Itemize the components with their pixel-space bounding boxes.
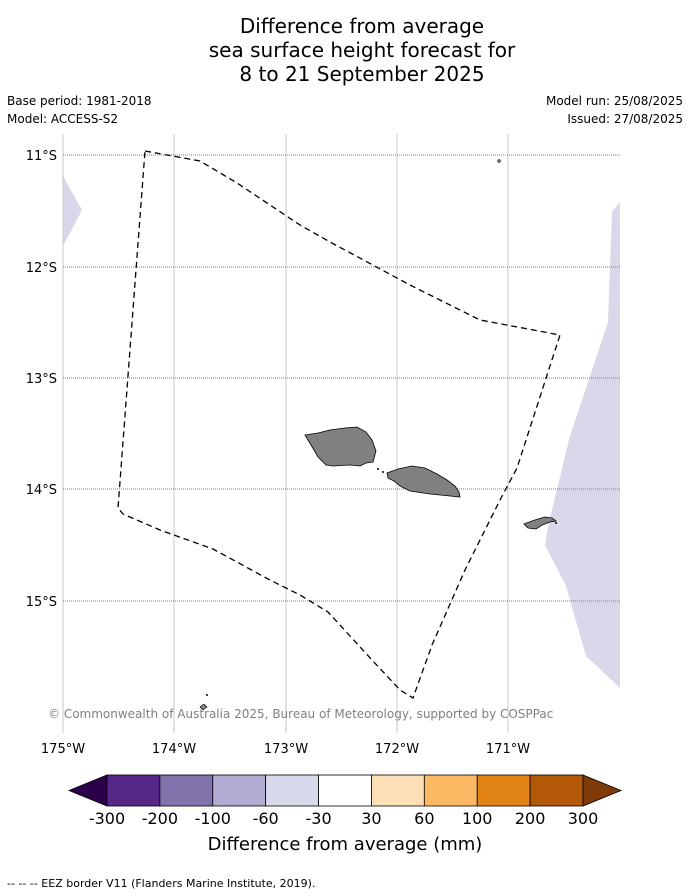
colorbar <box>67 774 623 807</box>
colorbar-tick-label: 100 <box>462 809 493 828</box>
colorbar-tick-label: -200 <box>142 809 178 828</box>
colorbar-segment <box>371 774 425 807</box>
colorbar-tick-label: 300 <box>568 809 599 828</box>
map-title: Difference from average sea surface heig… <box>0 14 690 86</box>
base-period: Base period: 1981-2018 <box>7 94 152 108</box>
lat-label: 11°S <box>26 149 57 164</box>
colorbar-labels: -300 -200 -100 -60 -30 30 60 100 200 300 <box>89 809 598 828</box>
anomaly-patch-east <box>545 202 620 688</box>
colorbar-tick-label: -100 <box>195 809 231 828</box>
colorbar-segment <box>423 774 478 807</box>
lon-gridlines <box>62 134 509 733</box>
lon-label: 171°W <box>486 742 530 757</box>
issued-date: Issued: 27/08/2025 <box>567 112 683 126</box>
lat-label: 14°S <box>26 483 57 498</box>
lat-label: 12°S <box>26 261 57 276</box>
niuafoou-islet <box>199 703 208 711</box>
model-run: Model run: 25/08/2025 <box>545 94 683 108</box>
lat-label: 13°S <box>26 372 57 387</box>
colorbar-segment <box>529 774 584 807</box>
colorbar-segment <box>212 774 267 807</box>
colorbar-tick-label: -300 <box>89 809 125 828</box>
eez-border <box>117 150 561 699</box>
colorbar-tick-label: 60 <box>414 809 434 828</box>
lon-label: 175°W <box>41 742 85 757</box>
savaii-island <box>304 426 377 467</box>
title-line-2: sea surface height forecast for <box>208 38 516 62</box>
tutuila-island <box>523 516 557 530</box>
colorbar-segment <box>106 774 161 807</box>
colorbar-segment <box>318 774 372 807</box>
eez-footnote: -- -- -- EEZ border V11 (Flanders Marine… <box>7 877 316 890</box>
manono-islet <box>382 471 384 473</box>
colorbar-arrow-low <box>67 774 108 807</box>
title-line-3: 8 to 21 September 2025 <box>239 62 485 86</box>
lat-label: 15°S <box>26 595 57 610</box>
colorbar-title: Difference from average (mm) <box>208 834 483 855</box>
model-name: Model: ACCESS-S2 <box>7 112 119 126</box>
lon-label: 173°W <box>264 742 308 757</box>
tafahi-islet <box>206 694 208 696</box>
title-line-1: Difference from average <box>239 14 485 38</box>
lon-label: 172°W <box>375 742 419 757</box>
upolu-island <box>386 465 461 498</box>
anomaly-patch-west <box>63 176 82 246</box>
colorbar-segment <box>265 774 319 807</box>
colorbar-tick-label: 30 <box>361 809 381 828</box>
map-figure: © Commonwealth of Australia 2025, Bureau… <box>26 134 623 855</box>
lon-label: 174°W <box>152 742 196 757</box>
lat-gridlines <box>63 154 620 602</box>
colorbar-arrow-high <box>582 774 623 807</box>
colorbar-tick-label: -30 <box>305 809 331 828</box>
copyright-notice: © Commonwealth of Australia 2025, Bureau… <box>48 707 553 721</box>
colorbar-tick-label: -60 <box>253 809 279 828</box>
colorbar-segment <box>159 774 214 807</box>
rose-atoll <box>497 159 501 163</box>
apolima-islet <box>377 468 379 470</box>
colorbar-segment <box>476 774 531 807</box>
aunuu-islet <box>555 522 557 524</box>
colorbar-tick-label: 200 <box>515 809 546 828</box>
